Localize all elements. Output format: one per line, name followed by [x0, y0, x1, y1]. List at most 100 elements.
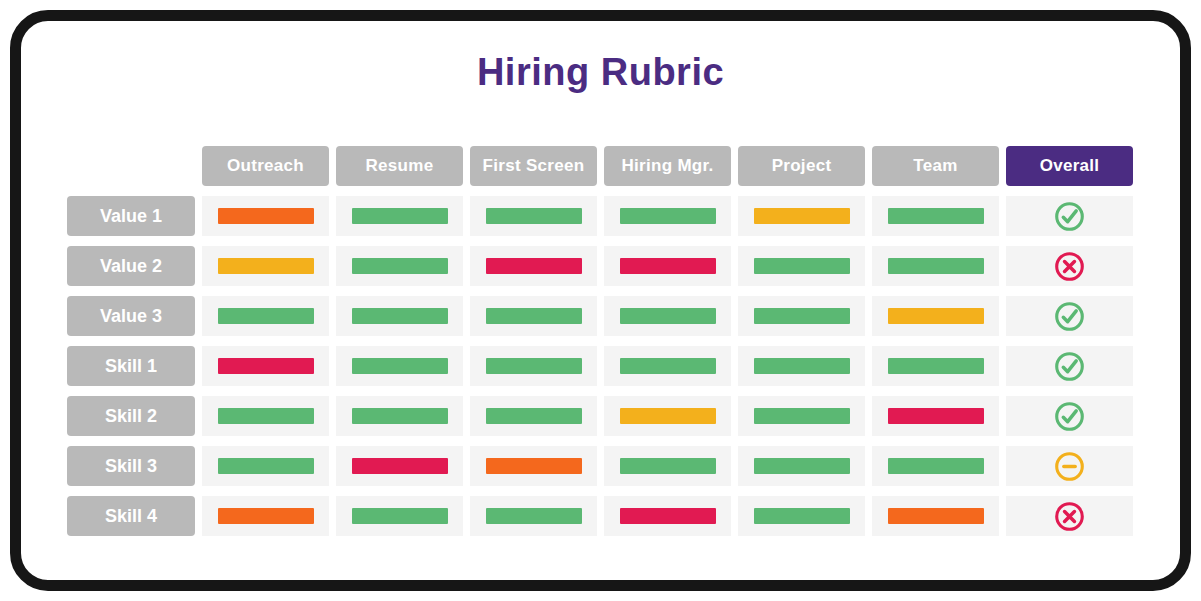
score-cell-value-3-project	[738, 296, 865, 336]
score-cell-value-2-team	[872, 246, 999, 286]
score-bar-green	[352, 508, 448, 524]
score-bar-green	[754, 408, 850, 424]
score-bar-green	[620, 308, 716, 324]
score-cell-value-3-hiring-mgr	[604, 296, 731, 336]
score-cell-skill-3-team	[872, 446, 999, 486]
row-header-value-2: Value 2	[67, 246, 195, 286]
score-bar-green	[352, 208, 448, 224]
overall-cell-value-2	[1006, 246, 1133, 286]
column-header-team: Team	[872, 146, 999, 186]
overall-cell-skill-3	[1006, 446, 1133, 486]
score-bar-green	[486, 308, 582, 324]
score-bar-green	[352, 308, 448, 324]
score-bar-orange	[486, 458, 582, 474]
column-header-project: Project	[738, 146, 865, 186]
score-cell-skill-2-project	[738, 396, 865, 436]
score-cell-skill-4-team	[872, 496, 999, 536]
overall-cell-skill-1	[1006, 346, 1133, 386]
row-header-skill-4: Skill 4	[67, 496, 195, 536]
score-cell-skill-3-hiring-mgr	[604, 446, 731, 486]
score-cell-skill-2-resume	[336, 396, 463, 436]
overall-cell-skill-4	[1006, 496, 1133, 536]
overall-cell-skill-2	[1006, 396, 1133, 436]
score-cell-skill-2-hiring-mgr	[604, 396, 731, 436]
column-header-resume: Resume	[336, 146, 463, 186]
score-cell-skill-2-team	[872, 396, 999, 436]
score-cell-skill-4-project	[738, 496, 865, 536]
score-bar-green	[486, 208, 582, 224]
table-corner-spacer	[67, 146, 195, 186]
card-frame: Hiring Rubric OutreachResumeFirst Screen…	[10, 10, 1191, 591]
row-header-value-3: Value 3	[67, 296, 195, 336]
score-cell-value-1-outreach	[202, 196, 329, 236]
score-cell-skill-2-outreach	[202, 396, 329, 436]
score-bar-red	[620, 508, 716, 524]
score-bar-green	[620, 458, 716, 474]
score-cell-value-3-resume	[336, 296, 463, 336]
score-cell-skill-1-team	[872, 346, 999, 386]
score-bar-yellow	[218, 258, 314, 274]
score-cell-value-1-hiring-mgr	[604, 196, 731, 236]
check-circle-icon	[1053, 400, 1086, 433]
score-cell-skill-1-resume	[336, 346, 463, 386]
score-bar-orange	[218, 508, 314, 524]
score-cell-skill-3-first-screen	[470, 446, 597, 486]
score-bar-red	[218, 358, 314, 374]
score-cell-skill-1-project	[738, 346, 865, 386]
rubric-table: OutreachResumeFirst ScreenHiring Mgr.Pro…	[67, 146, 1133, 536]
score-bar-green	[620, 358, 716, 374]
score-bar-green	[486, 408, 582, 424]
score-bar-green	[218, 308, 314, 324]
page-title: Hiring Rubric	[21, 51, 1180, 94]
score-cell-value-2-resume	[336, 246, 463, 286]
score-bar-orange	[888, 508, 984, 524]
score-cell-skill-3-project	[738, 446, 865, 486]
column-header-first-screen: First Screen	[470, 146, 597, 186]
score-bar-green	[754, 258, 850, 274]
score-cell-value-1-project	[738, 196, 865, 236]
row-header-skill-1: Skill 1	[67, 346, 195, 386]
check-circle-icon	[1053, 350, 1086, 383]
score-bar-green	[888, 358, 984, 374]
score-cell-value-3-outreach	[202, 296, 329, 336]
score-cell-skill-1-hiring-mgr	[604, 346, 731, 386]
score-bar-green	[352, 358, 448, 374]
column-header-overall: Overall	[1006, 146, 1133, 186]
score-bar-orange	[218, 208, 314, 224]
score-cell-skill-4-resume	[336, 496, 463, 536]
score-cell-value-2-first-screen	[470, 246, 597, 286]
score-cell-skill-4-hiring-mgr	[604, 496, 731, 536]
score-bar-red	[486, 258, 582, 274]
score-bar-green	[888, 208, 984, 224]
overall-cell-value-3	[1006, 296, 1133, 336]
score-cell-value-2-outreach	[202, 246, 329, 286]
column-header-hiring-mgr: Hiring Mgr.	[604, 146, 731, 186]
score-bar-red	[888, 408, 984, 424]
score-cell-skill-4-outreach	[202, 496, 329, 536]
score-cell-skill-4-first-screen	[470, 496, 597, 536]
score-bar-green	[218, 458, 314, 474]
score-bar-green	[486, 508, 582, 524]
score-cell-value-3-first-screen	[470, 296, 597, 336]
score-cell-skill-3-resume	[336, 446, 463, 486]
score-bar-green	[218, 408, 314, 424]
row-header-skill-2: Skill 2	[67, 396, 195, 436]
score-cell-value-1-team	[872, 196, 999, 236]
cross-circle-icon	[1053, 500, 1086, 533]
score-cell-skill-2-first-screen	[470, 396, 597, 436]
overall-cell-value-1	[1006, 196, 1133, 236]
check-circle-icon	[1053, 200, 1086, 233]
score-bar-yellow	[620, 408, 716, 424]
score-bar-green	[486, 358, 582, 374]
score-bar-yellow	[754, 208, 850, 224]
check-circle-icon	[1053, 300, 1086, 333]
score-bar-red	[352, 458, 448, 474]
minus-circle-icon	[1053, 450, 1086, 483]
score-bar-green	[352, 258, 448, 274]
score-bar-green	[888, 258, 984, 274]
score-bar-red	[620, 258, 716, 274]
score-cell-value-1-resume	[336, 196, 463, 236]
score-cell-skill-3-outreach	[202, 446, 329, 486]
score-bar-green	[754, 308, 850, 324]
score-cell-value-3-team	[872, 296, 999, 336]
